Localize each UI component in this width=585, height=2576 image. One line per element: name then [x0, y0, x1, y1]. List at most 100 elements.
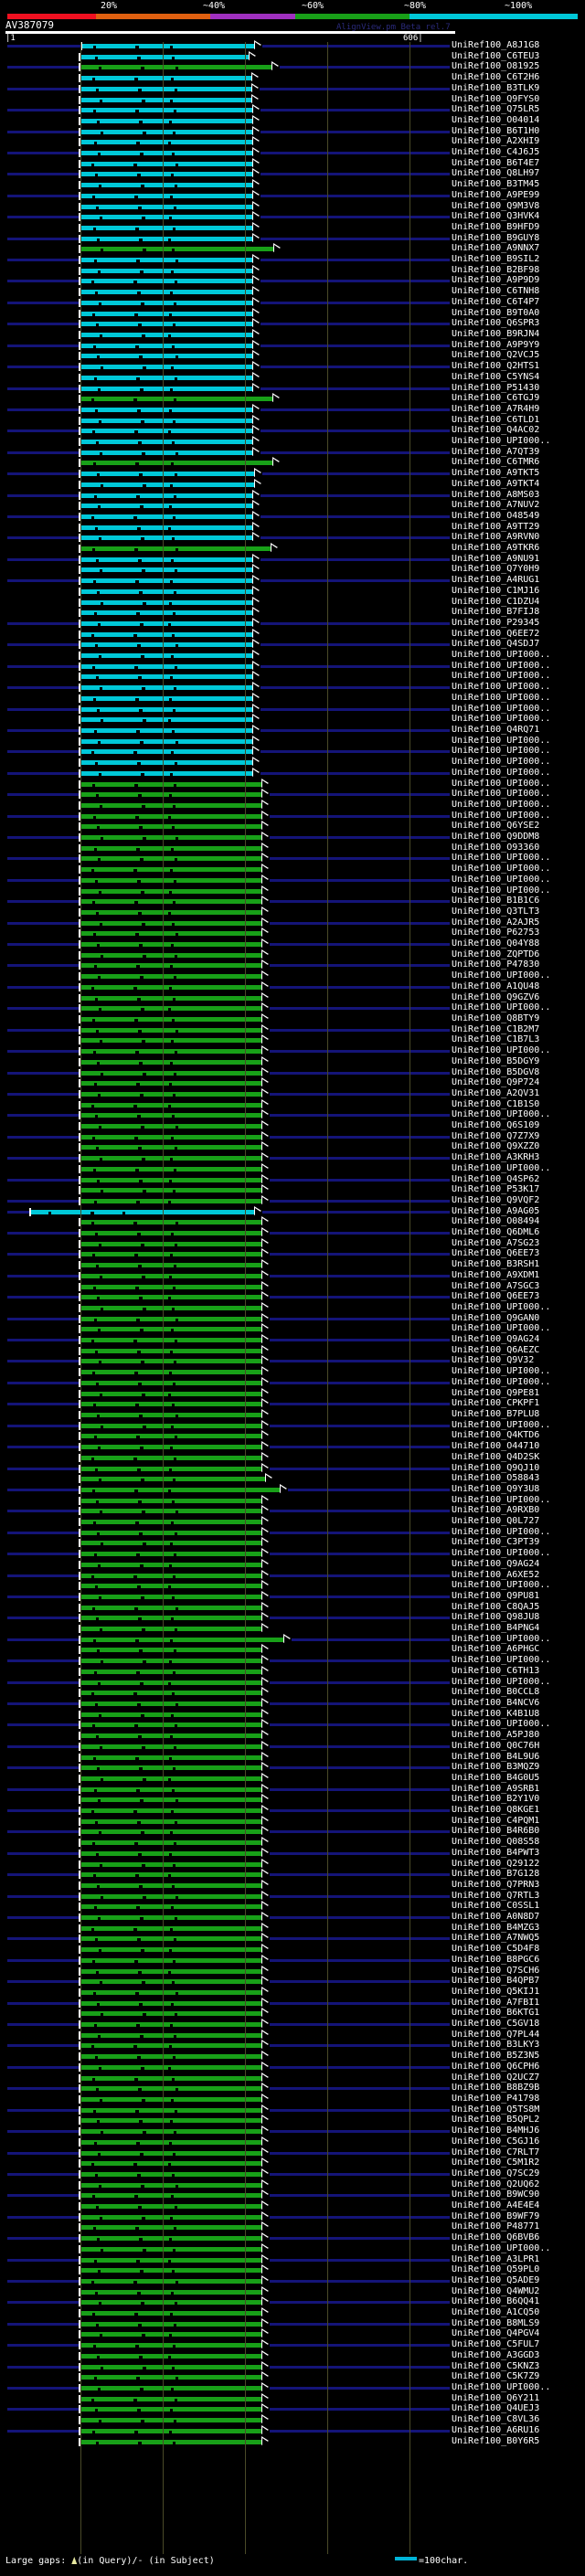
alignment-row[interactable]: UniRef100_Q7PL44 [0, 2029, 585, 2042]
hit-label[interactable]: UniRef100_C7RLT7 [452, 2147, 540, 2157]
hit-label[interactable]: UniRef100_B3RSH1 [452, 1259, 540, 1270]
hsp-bar[interactable] [80, 1659, 261, 1666]
hsp-bar[interactable] [80, 1616, 261, 1623]
hsp-bar[interactable] [80, 76, 251, 83]
hit-label[interactable]: UniRef100_Q6CPH6 [452, 2061, 540, 2072]
hsp-bar[interactable] [80, 365, 252, 372]
alignment-row[interactable]: UniRef100_A2XHI9 [0, 136, 585, 149]
hsp-bar[interactable] [80, 1370, 261, 1377]
hit-label[interactable]: UniRef100_Q7Z7X9 [452, 1130, 540, 1141]
alignment-row[interactable]: UniRef100_P47830 [0, 959, 585, 972]
hit-label[interactable]: UniRef100_UPI000.. [452, 778, 551, 789]
alignment-row[interactable]: UniRef100_Q6YSE2 [0, 821, 585, 833]
alignment-row[interactable]: UniRef100_A9NNX7 [0, 243, 585, 256]
hsp-bar[interactable] [80, 2214, 261, 2221]
hit-label[interactable]: UniRef100_Q9PU81 [452, 1590, 540, 1601]
alignment-row[interactable]: UniRef100_UPI000.. [0, 1719, 585, 1732]
alignment-row[interactable]: UniRef100_Q9PU81 [0, 1590, 585, 1604]
alignment-row[interactable]: UniRef100_UPI000.. [0, 1419, 585, 1433]
hit-label[interactable]: UniRef100_B7PLU8 [452, 1409, 540, 1419]
alignment-row[interactable]: UniRef100_Q6CPH6 [0, 2061, 585, 2074]
hit-label[interactable]: UniRef100_Q9AG24 [452, 1334, 540, 1345]
hit-label[interactable]: UniRef100_Q0L727 [452, 1516, 540, 1527]
hsp-bar[interactable] [80, 610, 252, 618]
hit-label[interactable]: UniRef100_C0SSL1 [452, 1901, 540, 1912]
hsp-bar[interactable] [80, 482, 254, 489]
hit-label[interactable]: UniRef100_O44710 [452, 1441, 540, 1452]
hit-label[interactable]: UniRef100_A7SG23 [452, 1237, 540, 1248]
alignment-row[interactable]: UniRef100_UPI000.. [0, 1162, 585, 1176]
hit-label[interactable]: UniRef100_Q9GAN0 [452, 1312, 540, 1323]
hit-label[interactable]: UniRef100_UPI000.. [452, 735, 551, 746]
alignment-row[interactable]: UniRef100_A9RVN0 [0, 532, 585, 545]
alignment-row[interactable]: UniRef100_B3LKY3 [0, 2040, 585, 2052]
hsp-bar[interactable] [80, 2139, 261, 2147]
alignment-row[interactable]: UniRef100_B8PGC6 [0, 1954, 585, 1967]
hit-label[interactable]: UniRef100_A9TKT4 [452, 478, 540, 489]
hsp-bar[interactable] [80, 1402, 261, 1409]
hit-label[interactable]: UniRef100_P48771 [452, 2221, 540, 2232]
hit-label[interactable]: UniRef100_C5GJ16 [452, 2136, 540, 2147]
hit-label[interactable]: UniRef100_C5YNS4 [452, 371, 540, 382]
hsp-bar[interactable] [80, 1273, 261, 1280]
hit-label[interactable]: UniRef100_B1B1C6 [452, 896, 540, 906]
hsp-bar[interactable] [31, 1209, 254, 1216]
hsp-bar[interactable] [80, 2043, 261, 2051]
hsp-bar[interactable] [80, 2311, 261, 2318]
alignment-row[interactable]: UniRef100_O08494 [0, 1216, 585, 1229]
alignment-row[interactable]: UniRef100_Q7Z7X9 [0, 1130, 585, 1144]
hit-label[interactable]: UniRef100_C4J6J5 [452, 147, 540, 158]
hit-label[interactable]: UniRef100_C5M1R2 [452, 2157, 540, 2168]
alignment-row[interactable]: UniRef100_Q9Y3U8 [0, 1483, 585, 1497]
hsp-bar[interactable] [80, 225, 252, 232]
hit-label[interactable]: UniRef100_C8QAJ5 [452, 1601, 540, 1612]
alignment-row[interactable]: UniRef100_UPI000.. [0, 703, 585, 716]
hit-label[interactable]: UniRef100_B5DGY9 [452, 1055, 540, 1066]
hsp-bar[interactable] [80, 1627, 261, 1634]
hsp-bar[interactable] [80, 1765, 261, 1773]
alignment-row[interactable]: UniRef100_C6TH13 [0, 1665, 585, 1679]
hit-label[interactable]: UniRef100_UPI000.. [452, 746, 551, 757]
hsp-bar[interactable] [80, 567, 252, 575]
hsp-bar[interactable] [80, 1925, 261, 1933]
hsp-bar[interactable] [80, 65, 271, 72]
alignment-row[interactable]: UniRef100_Q4PGV4 [0, 2328, 585, 2341]
hsp-bar[interactable] [80, 2075, 261, 2083]
alignment-row[interactable]: UniRef100_A9XDM1 [0, 1269, 585, 1283]
hit-label[interactable]: UniRef100_Q5KIJ1 [452, 1986, 540, 1997]
hit-label[interactable]: UniRef100_Q6S109 [452, 1120, 540, 1131]
hsp-bar[interactable] [80, 2107, 261, 2115]
hsp-bar[interactable] [80, 2321, 261, 2328]
hit-label[interactable]: UniRef100_B6QQ41 [452, 2296, 540, 2307]
hit-label[interactable]: UniRef100_Q9VQF2 [452, 1194, 540, 1205]
alignment-row[interactable]: UniRef100_B4L9U6 [0, 1751, 585, 1765]
hit-label[interactable]: UniRef100_A7QT39 [452, 446, 540, 457]
hsp-bar[interactable] [80, 2171, 261, 2178]
hit-label[interactable]: UniRef100_A9NU91 [452, 553, 540, 564]
alignment-row[interactable]: UniRef100_UPI000.. [0, 789, 585, 801]
hsp-bar[interactable] [80, 2268, 261, 2275]
hit-label[interactable]: UniRef100_P47830 [452, 959, 540, 970]
hit-label[interactable]: UniRef100_C6TLD1 [452, 414, 540, 425]
hit-label[interactable]: UniRef100_Q7PRN3 [452, 1879, 540, 1890]
hsp-bar[interactable] [80, 1049, 261, 1056]
hsp-bar[interactable] [80, 1776, 261, 1783]
hit-label[interactable]: UniRef100_UPI000.. [452, 714, 551, 725]
alignment-row[interactable]: UniRef100_P51430 [0, 382, 585, 396]
hsp-bar[interactable] [80, 279, 252, 286]
alignment-row[interactable]: UniRef100_C8VL36 [0, 2414, 585, 2427]
hit-label[interactable]: UniRef100_A9PE99 [452, 189, 540, 200]
hit-label[interactable]: UniRef100_C5K7Z9 [452, 2371, 540, 2382]
alignment-row[interactable]: UniRef100_A9NU91 [0, 553, 585, 567]
hsp-bar[interactable] [80, 663, 252, 671]
hit-label[interactable]: UniRef100_A9RVN0 [452, 532, 540, 543]
hsp-bar[interactable] [80, 1829, 261, 1837]
alignment-row[interactable]: UniRef100_C1B1S0 [0, 1098, 585, 1112]
hit-label[interactable]: UniRef100_Q6Y211 [452, 2392, 540, 2403]
alignment-row[interactable]: UniRef100_B6T1H0 [0, 125, 585, 139]
hsp-bar[interactable] [80, 1188, 261, 1195]
hsp-bar[interactable] [80, 1733, 261, 1741]
hsp-bar[interactable] [80, 2364, 261, 2371]
hsp-bar[interactable] [80, 1808, 261, 1816]
alignment-row[interactable]: UniRef100_Q3TLT3 [0, 906, 585, 919]
